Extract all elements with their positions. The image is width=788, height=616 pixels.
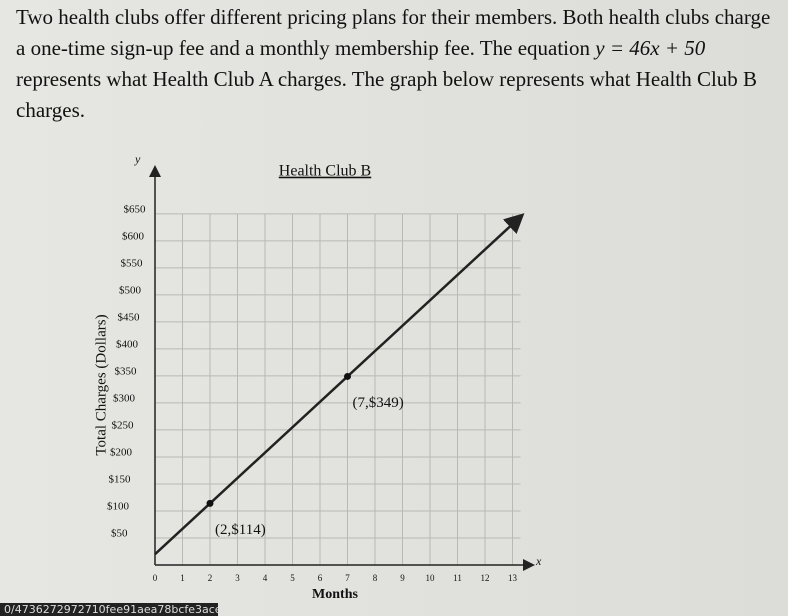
y-axis-label: Total Charges (Dollars) xyxy=(93,314,109,455)
y-tick-label: $350 xyxy=(115,365,138,377)
x-tick-label: 1 xyxy=(180,573,185,583)
x-tick-label: 3 xyxy=(235,573,240,583)
chart-title: Health Club B xyxy=(279,163,371,180)
y-tick-label: $250 xyxy=(112,419,135,431)
y-tick-label: $450 xyxy=(118,311,141,323)
equation: y = 46x + 50 xyxy=(595,36,706,60)
point-label: (7,$349) xyxy=(353,395,404,411)
y-tick-label: $650 xyxy=(124,203,147,215)
x-tick-label: 5 xyxy=(290,573,295,583)
y-tick-label: $400 xyxy=(116,338,139,350)
question-text: Two health clubs offer different pricing… xyxy=(16,5,771,60)
question: Two health clubs offer different pricing… xyxy=(16,2,776,126)
x-tick-label: 9 xyxy=(400,573,405,583)
x-axis-letter: x xyxy=(535,554,542,568)
point xyxy=(206,499,214,507)
point xyxy=(344,372,351,380)
x-tick-label: 2 xyxy=(208,573,213,583)
y-tick-label: $50 xyxy=(111,528,128,540)
question-text: represents what Health Club A charges. T… xyxy=(16,67,758,122)
footer-id: 0/4736272972710fee91aea78bcfe3ace2 xyxy=(0,603,218,616)
y-tick-label: $300 xyxy=(113,392,136,404)
y-tick-label: $500 xyxy=(119,284,142,296)
x-tick-label: 0 xyxy=(153,573,158,583)
x-tick-label: 10 xyxy=(426,573,436,583)
x-tick-label: 12 xyxy=(481,573,490,583)
x-tick-label: 7 xyxy=(345,573,350,583)
y-tick-label: $550 xyxy=(121,257,144,269)
x-tick-label: 13 xyxy=(508,573,518,583)
y-axis-letter: y xyxy=(134,152,141,166)
x-tick-label: 8 xyxy=(373,573,378,583)
y-tick-label: $200 xyxy=(110,446,133,458)
x-tick-label: 4 xyxy=(263,573,268,583)
y-tick-label: $600 xyxy=(122,230,145,242)
point-label: (2,$114) xyxy=(215,522,266,538)
x-tick-label: 11 xyxy=(453,573,462,583)
y-tick-label: $100 xyxy=(107,501,130,513)
line xyxy=(154,213,525,556)
x-tick-label: 6 xyxy=(318,573,323,583)
y-tick-label: $150 xyxy=(109,473,132,485)
x-axis-label: Months xyxy=(312,587,358,602)
